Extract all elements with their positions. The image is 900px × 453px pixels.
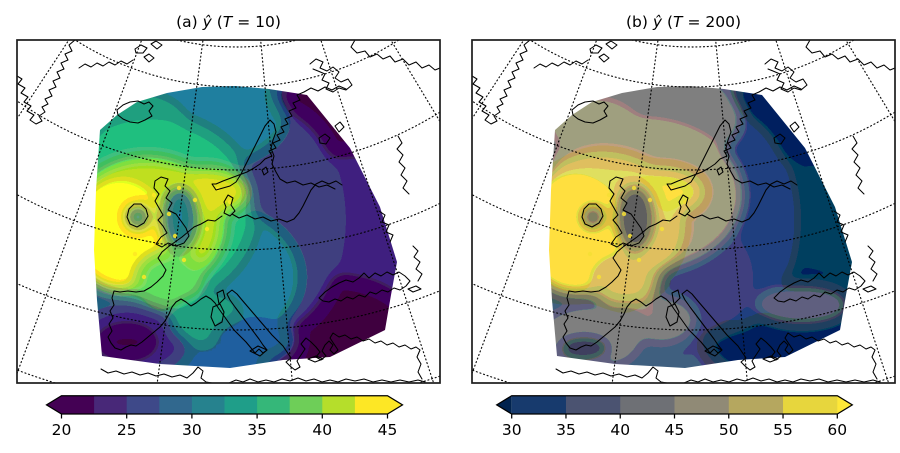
colorbar-segment <box>511 395 567 414</box>
colorbar-segment <box>159 395 193 414</box>
field-speckle <box>659 226 665 232</box>
field-blob <box>212 314 296 366</box>
colorbar-tick-label: 60 <box>827 421 847 439</box>
field-speckle <box>192 197 198 203</box>
colorbar-a: 20 25 30 35 40 45 <box>45 395 404 439</box>
field-speckle <box>636 257 642 263</box>
colorbar-tick-label: 35 <box>247 421 267 439</box>
colorbar-tick-label: 45 <box>378 421 398 439</box>
colorbar-segment <box>354 395 388 414</box>
colorbar-segment <box>94 395 128 414</box>
field-blob <box>134 250 204 310</box>
field-blob <box>589 252 659 308</box>
field-blob <box>97 324 157 360</box>
colorbar-over-arrow <box>387 395 403 414</box>
field-blob <box>630 298 694 342</box>
field-speckle <box>151 192 157 198</box>
colorbar-tick-label: 35 <box>556 421 576 439</box>
panel-b-title-args: (T = 200) <box>666 13 742 31</box>
colorbar-segment <box>565 395 621 414</box>
colorbar-tick-label: 30 <box>502 421 522 439</box>
field-blob <box>582 206 604 228</box>
colorbar-segment <box>257 395 291 414</box>
field-speckle <box>647 197 653 203</box>
colorbar-tick-label: 25 <box>117 421 137 439</box>
colorbar-tick-label: 45 <box>665 421 685 439</box>
field-speckle <box>606 192 612 198</box>
colorbar-segment <box>322 395 356 414</box>
colorbar-b: 30 35 40 45 50 55 60 <box>495 395 854 439</box>
colorbar-segment <box>61 395 95 414</box>
field-speckle <box>587 251 593 257</box>
field-speckle <box>621 211 627 217</box>
colorbar-under-arrow <box>46 395 62 414</box>
panel-a-title-variable: ŷ <box>202 13 212 31</box>
colorbar-segment <box>783 395 838 414</box>
colorbar-tick-label: 40 <box>610 421 630 439</box>
panel-a-border <box>16 39 441 384</box>
panel-b-title-variable: ŷ <box>652 13 663 31</box>
panel-b-title-index: (b) <box>625 13 648 31</box>
field-blob <box>127 206 149 228</box>
colorbar-segment <box>289 395 323 414</box>
field-blob <box>556 334 612 362</box>
panel-a-title-args: (T = 10) <box>216 13 281 31</box>
field-speckle <box>166 211 172 217</box>
field-speckle <box>204 226 210 232</box>
panel-a-title: (a) ŷ (T = 10) <box>17 11 440 33</box>
field-speckle <box>631 185 637 191</box>
colorbar-segment <box>620 395 675 414</box>
colorbar-tick-label: 20 <box>52 421 72 439</box>
colorbar-segment <box>224 395 258 414</box>
colorbar-segment <box>674 395 730 414</box>
panel-a-title-index: (a) <box>176 13 198 31</box>
field-speckle <box>181 257 187 263</box>
field-speckle <box>176 185 182 191</box>
colorbar-segment <box>126 395 160 414</box>
panel-b-title: (b) ŷ (T = 200) <box>472 11 895 33</box>
colorbar-tick-label: 55 <box>773 421 793 439</box>
field-speckle <box>132 251 138 257</box>
panel-b-border <box>471 39 896 384</box>
colorbar-segment <box>728 395 784 414</box>
colorbar-segment <box>191 395 225 414</box>
colorbar-tick-label: 30 <box>182 421 202 439</box>
field-speckle <box>596 274 602 280</box>
colorbar-tick-label: 50 <box>719 421 739 439</box>
field-speckle <box>141 274 147 280</box>
colorbar-under-arrow <box>496 395 512 414</box>
colorbar-tick-label: 40 <box>312 421 332 439</box>
colorbar-over-arrow <box>837 395 853 414</box>
